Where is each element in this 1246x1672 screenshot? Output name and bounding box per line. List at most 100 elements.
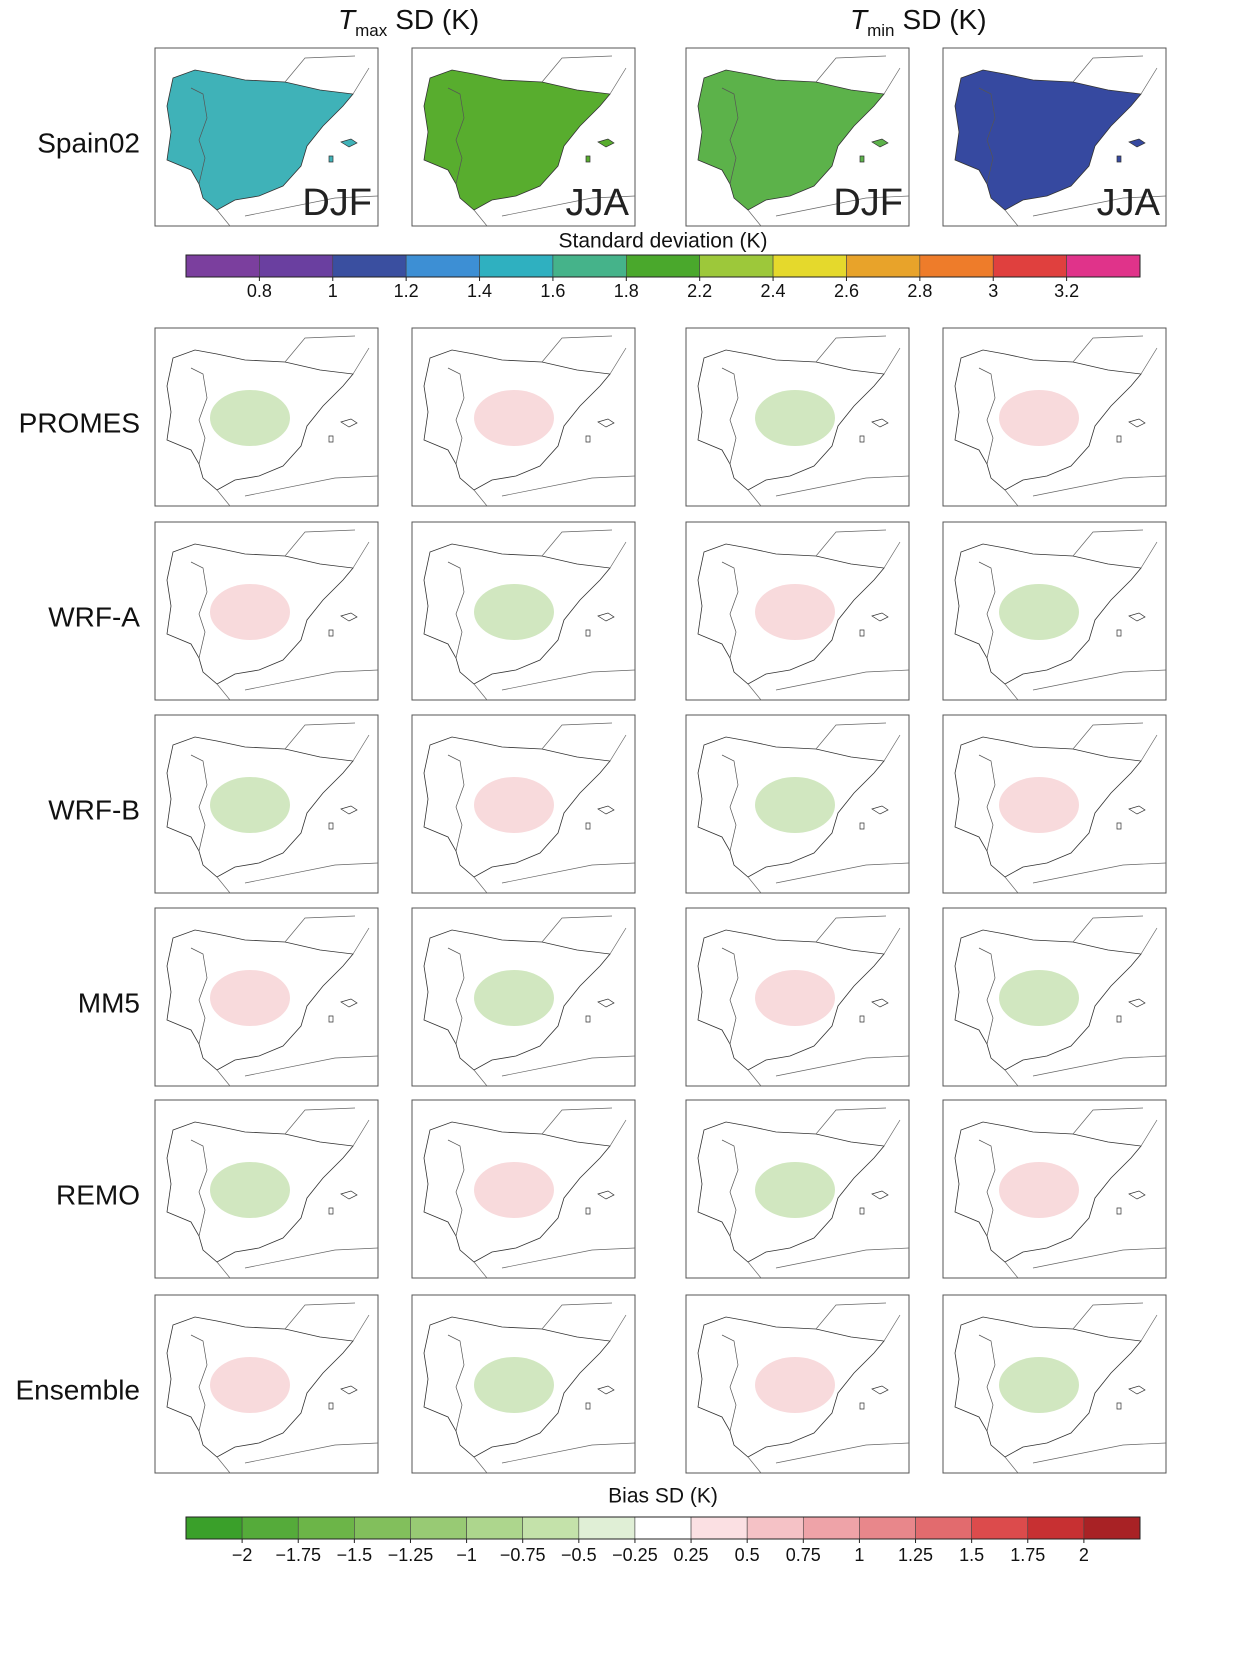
colorbar-tick-label: 3 (988, 281, 998, 301)
colorbar-tick-label: 3.2 (1054, 281, 1079, 301)
colorbar-swatch (1066, 254, 1141, 278)
colorbar-tick-label: −0.75 (500, 1545, 546, 1565)
bias-patch (474, 970, 554, 1026)
map-panel (411, 907, 636, 1087)
map-panel (942, 714, 1167, 894)
season-label: DJF (302, 182, 372, 224)
colorbar-swatch (1027, 1516, 1085, 1540)
colorbar-swatch (410, 1516, 467, 1540)
colorbar-title: Standard deviation (K) (559, 230, 768, 253)
header-variable: T (338, 4, 357, 35)
bias-patch (474, 390, 554, 446)
colorbar-tick-label: 1.2 (394, 281, 419, 301)
map-panel (942, 327, 1167, 507)
map-panel (411, 1099, 636, 1279)
colorbar-tick-label: 0.75 (786, 1545, 821, 1565)
colorbar-swatch (259, 254, 334, 278)
colorbar-swatch (690, 1516, 748, 1540)
map-panel (942, 521, 1167, 701)
bias-patch (755, 777, 835, 833)
colorbar-swatch (919, 254, 994, 278)
bias-patch (210, 584, 290, 640)
colorbar-tick-label: −0.25 (612, 1545, 658, 1565)
bias-patch (999, 390, 1079, 446)
colorbar-tick-label: 0.8 (247, 281, 272, 301)
season-label: JJA (1097, 182, 1161, 224)
colorbar-tick-label: 0.5 (735, 1545, 760, 1565)
season-label: DJF (833, 182, 903, 224)
colorbar-swatch (971, 1516, 1029, 1540)
header-subscript: max (355, 21, 388, 40)
colorbar-tick-label: 0.25 (674, 1545, 709, 1565)
header-suffix: SD (K) (395, 4, 479, 35)
colorbar-swatch (802, 1516, 860, 1540)
colorbar-swatch (297, 1516, 355, 1540)
colorbar-tick-label: 2.4 (761, 281, 786, 301)
bias-patch (999, 584, 1079, 640)
colorbar-swatch (185, 1516, 243, 1540)
bias-patch (474, 1162, 554, 1218)
bias-patch (755, 1162, 835, 1218)
colorbar-tick-label: −1 (456, 1545, 477, 1565)
map-panel (154, 714, 379, 894)
colorbar-tick-label: 1.8 (614, 281, 639, 301)
colorbar-swatch (772, 254, 847, 278)
map-panel (685, 47, 910, 227)
colorbar-swatch (522, 1516, 580, 1540)
colorbar-tick-label: 1.4 (467, 281, 492, 301)
map-panel (685, 327, 910, 507)
colorbar-swatch (634, 1516, 692, 1540)
colorbar-swatch (552, 254, 627, 278)
bias-patch (210, 1162, 290, 1218)
header-subscript: min (867, 21, 894, 40)
bias-patch (755, 1357, 835, 1413)
colorbar-tick-label: 1.75 (1010, 1545, 1045, 1565)
colorbar-tick-label: 1.25 (898, 1545, 933, 1565)
map-panel (154, 47, 379, 227)
colorbar-frame (185, 254, 1141, 278)
colorbar-swatch (241, 1516, 299, 1540)
colorbar-tick-label: −1.5 (337, 1545, 373, 1565)
colorbar-swatch (626, 254, 700, 278)
map-panel (411, 327, 636, 507)
colorbar-tick-label: −0.5 (561, 1545, 597, 1565)
bias-patch (755, 584, 835, 640)
bias-patch (755, 970, 835, 1026)
map-panel (154, 1099, 379, 1279)
map-panel (154, 327, 379, 507)
colorbar-frame (185, 1516, 1141, 1540)
colorbar-swatch (479, 254, 554, 278)
bias-patch (474, 584, 554, 640)
colorbar-swatch (466, 1516, 524, 1540)
row-label: WRF-A (48, 601, 140, 632)
header-variable: T (850, 4, 869, 35)
bias-patch (210, 1357, 290, 1413)
bias-patch (474, 777, 554, 833)
colorbar-title: Bias SD (K) (608, 1485, 718, 1508)
column-header: Tmin SD (K) (850, 4, 987, 40)
bias-patch (999, 777, 1079, 833)
map-panel (685, 907, 910, 1087)
bias-patch (210, 777, 290, 833)
map-panel (154, 521, 379, 701)
colorbar-tick-label: −2 (232, 1545, 253, 1565)
colorbar-swatch (332, 254, 407, 278)
map-panel (411, 1294, 636, 1474)
map-panel (411, 521, 636, 701)
bias-patch (999, 970, 1079, 1026)
bias-patch (755, 390, 835, 446)
colorbar-swatch (915, 1516, 972, 1540)
map-panel (685, 714, 910, 894)
colorbar-tick-label: 1.5 (959, 1545, 984, 1565)
colorbar-tick-label: 1 (854, 1545, 864, 1565)
map-panel (154, 907, 379, 1087)
colorbar-swatch (746, 1516, 804, 1540)
season-label: JJA (566, 182, 630, 224)
row-label: Spain02 (37, 127, 140, 158)
colorbar-tick-label: 2.2 (687, 281, 712, 301)
bias-patch (999, 1357, 1079, 1413)
colorbar-tick-label: 1 (328, 281, 338, 301)
colorbar-swatch (354, 1516, 411, 1540)
map-panel (942, 907, 1167, 1087)
